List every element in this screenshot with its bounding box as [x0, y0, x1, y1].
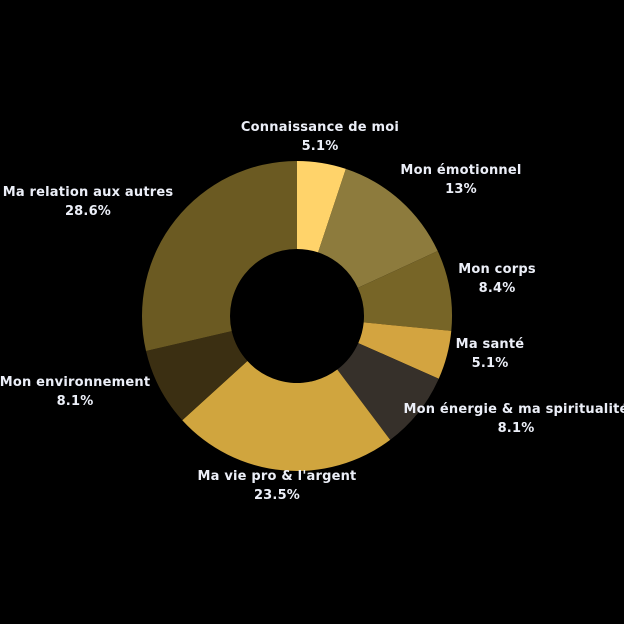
donut-slice-5: [182, 361, 391, 471]
slice-percentage: 28.6%: [64, 203, 112, 219]
slice-name: Ma relation aux autres: [2, 185, 174, 200]
slice-percentage: 13%: [445, 181, 477, 197]
slice-name: Connaissance de moi: [240, 120, 400, 135]
slice-name: Mon énergie & ma spiritualité: [403, 402, 624, 417]
donut-slice-2: [357, 251, 452, 331]
slice-name: Mon émotionnel: [400, 163, 522, 178]
slice-label-ma-relation-aux-autres: Ma relation aux autres 28.6%: [3, 184, 174, 222]
slice-name: Ma vie pro & l'argent: [197, 469, 357, 484]
slice-percentage: 8.1%: [497, 420, 535, 436]
donut-slice-1: [318, 168, 438, 288]
slice-percentage: 8.1%: [56, 393, 94, 409]
donut-slice-4: [337, 343, 439, 440]
slice-label-mon-emotionnel: Mon émotionnel 13%: [400, 162, 521, 200]
slice-name: Ma santé: [455, 337, 525, 352]
slice-name: Mon corps: [458, 262, 536, 277]
slice-label-connaissance-de-moi: Connaissance de moi 5.1%: [241, 119, 399, 157]
slice-label-ma-sante: Ma santé 5.1%: [456, 336, 525, 374]
slice-label-mon-corps: Mon corps 8.4%: [458, 261, 536, 299]
slice-percentage: 8.4%: [478, 280, 516, 296]
slice-percentage: 5.1%: [471, 355, 509, 371]
slice-label-mon-energie-spiritualite: Mon énergie & ma spiritualité 8.1%: [403, 401, 624, 439]
slice-label-ma-vie-pro-argent: Ma vie pro & l'argent 23.5%: [198, 468, 357, 506]
slice-percentage: 5.1%: [301, 138, 339, 154]
donut-slice-7: [142, 161, 297, 352]
slice-percentage: 23.5%: [253, 487, 301, 503]
donut-slice-3: [358, 322, 452, 379]
donut-slice-0: [297, 161, 346, 253]
slice-label-mon-environnement: Mon environnement 8.1%: [0, 374, 150, 412]
donut-slice-6: [146, 331, 248, 421]
slice-name: Mon environnement: [0, 375, 151, 390]
